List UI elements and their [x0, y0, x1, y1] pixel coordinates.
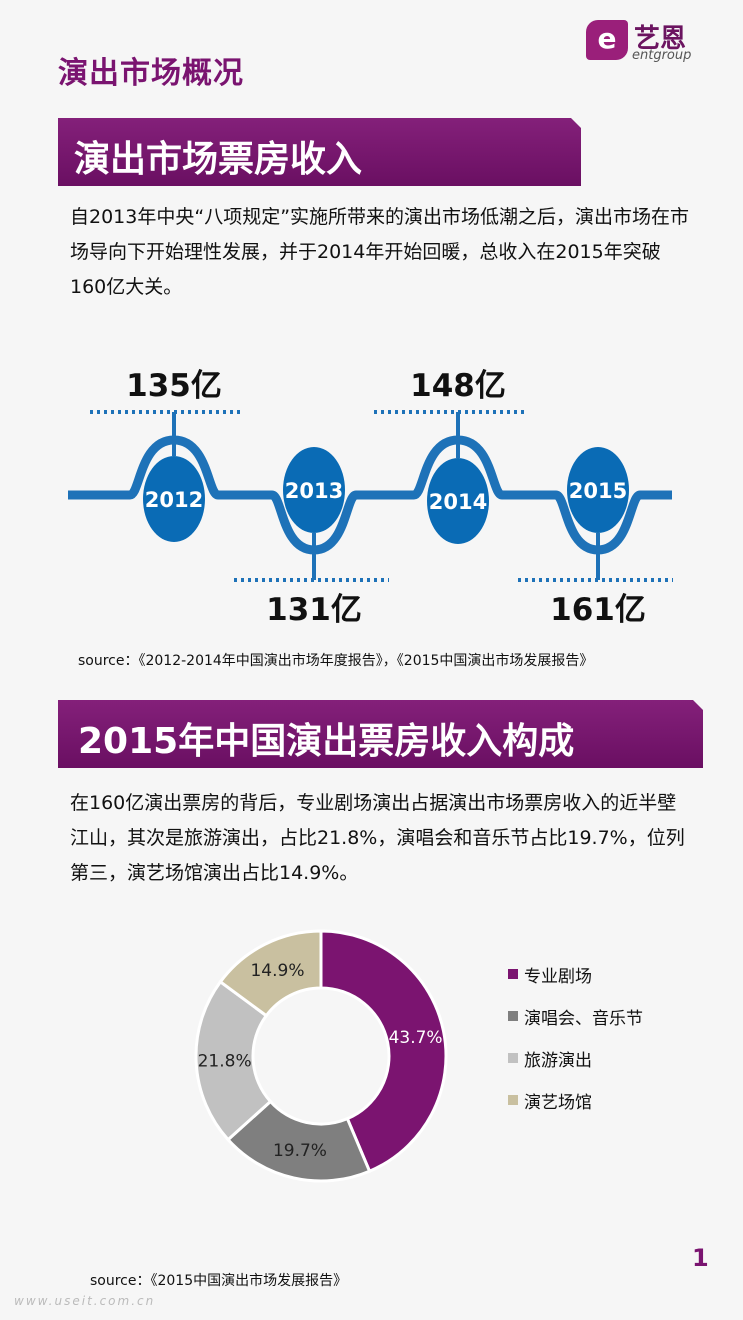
timeline-value-label: 148亿 [410, 368, 506, 404]
timeline-line [68, 435, 672, 555]
logo-name-cn: 艺恩 [634, 24, 687, 54]
timeline-node-2014 [427, 458, 489, 544]
timeline-value-label: 131亿 [266, 592, 362, 628]
timeline-node-2015 [567, 447, 629, 533]
donut-slice-label: 43.7% [389, 1028, 443, 1048]
timeline-year-label: 2013 [285, 479, 343, 503]
timeline-node-2013 [283, 447, 345, 533]
timeline-year-label: 2015 [569, 479, 627, 503]
section-banner-title: 演出市场票房收入 [74, 139, 363, 180]
timeline-year-label: 2012 [145, 488, 203, 512]
donut-slice-label: 21.8% [198, 1052, 252, 1072]
legend-swatch [508, 1053, 518, 1063]
legend-label: 演唱会、音乐节 [524, 1009, 643, 1029]
legend-label: 旅游演出 [524, 1051, 592, 1071]
timeline-value-label: 161亿 [550, 592, 646, 628]
source-note: source：《2015中国演出市场发展报告》 [90, 1273, 348, 1289]
watermark: www.useit.com.cn [14, 1294, 156, 1308]
legend-swatch [508, 1095, 518, 1105]
donut-slice-label: 19.7% [273, 1141, 327, 1161]
legend-label: 演艺场馆 [524, 1093, 592, 1113]
timeline-node-2012 [143, 456, 205, 542]
box-office-timeline-chart: 2012 135亿 2013 131亿 2014 148亿 2015 161亿 [68, 368, 673, 628]
donut-slice-3 [194, 979, 273, 1142]
timeline-value-label: 135亿 [126, 368, 222, 404]
legend-swatch [508, 969, 518, 979]
donut-slice-1 [319, 929, 448, 1174]
section-banner-title: 2015年中国演出票房收入构成 [78, 721, 575, 762]
section-banner-box-office: 演出市场票房收入 [58, 118, 581, 186]
source-note: source：《2012-2014年中国演出市场年度报告》，《2015中国演出市… [78, 653, 594, 669]
legend-swatch [508, 1011, 518, 1021]
legend-label: 专业剧场 [524, 967, 592, 987]
timeline-year-label: 2014 [429, 490, 487, 514]
page-number: 1 [692, 1244, 709, 1272]
section-banner-composition: 2015年中国演出票房收入构成 [58, 700, 703, 768]
revenue-composition-donut-chart: 43.7% 19.7% 21.8% 14.9% [194, 929, 448, 1183]
donut-slice-4 [218, 929, 323, 1018]
entgroup-logo: e 艺恩 entgroup [586, 18, 716, 66]
logo-mark-icon: e [586, 20, 628, 60]
section-intro-text: 自2013年中央“八项规定”实施所带来的演出市场低潮之后，演出市场在市场导向下开… [70, 206, 690, 298]
page-title: 演出市场概况 [58, 56, 244, 91]
section-intro-text: 在160亿演出票房的背后，专业剧场演出占据演出市场票房收入的近半壁江山，其次是旅… [70, 792, 685, 884]
logo-name-en: entgroup [632, 48, 692, 63]
donut-slice-label: 14.9% [250, 961, 304, 981]
